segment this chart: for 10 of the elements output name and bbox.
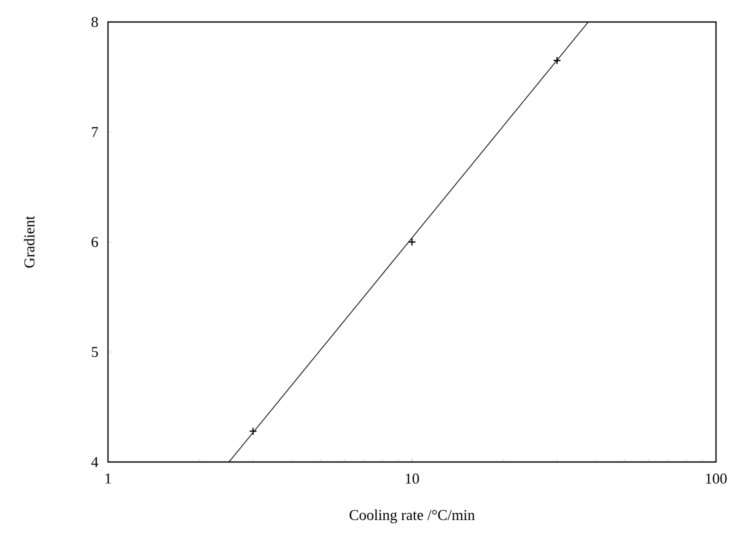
x-tick-label: 1 (106, 474, 111, 484)
x-tick-label: 100 (706, 474, 727, 484)
y-tick-label: 8 (92, 16, 98, 28)
x-tick-label: 10 (406, 474, 419, 484)
y-tick-label: 6 (92, 236, 98, 248)
x-axis-title: Cooling rate /°C/min (350, 510, 475, 524)
y-tick-label: 7 (92, 127, 98, 137)
y-axis-title: Gradient (24, 216, 34, 268)
y-tick-label: 5 (92, 347, 98, 357)
y-tick-label: 4 (91, 457, 98, 467)
